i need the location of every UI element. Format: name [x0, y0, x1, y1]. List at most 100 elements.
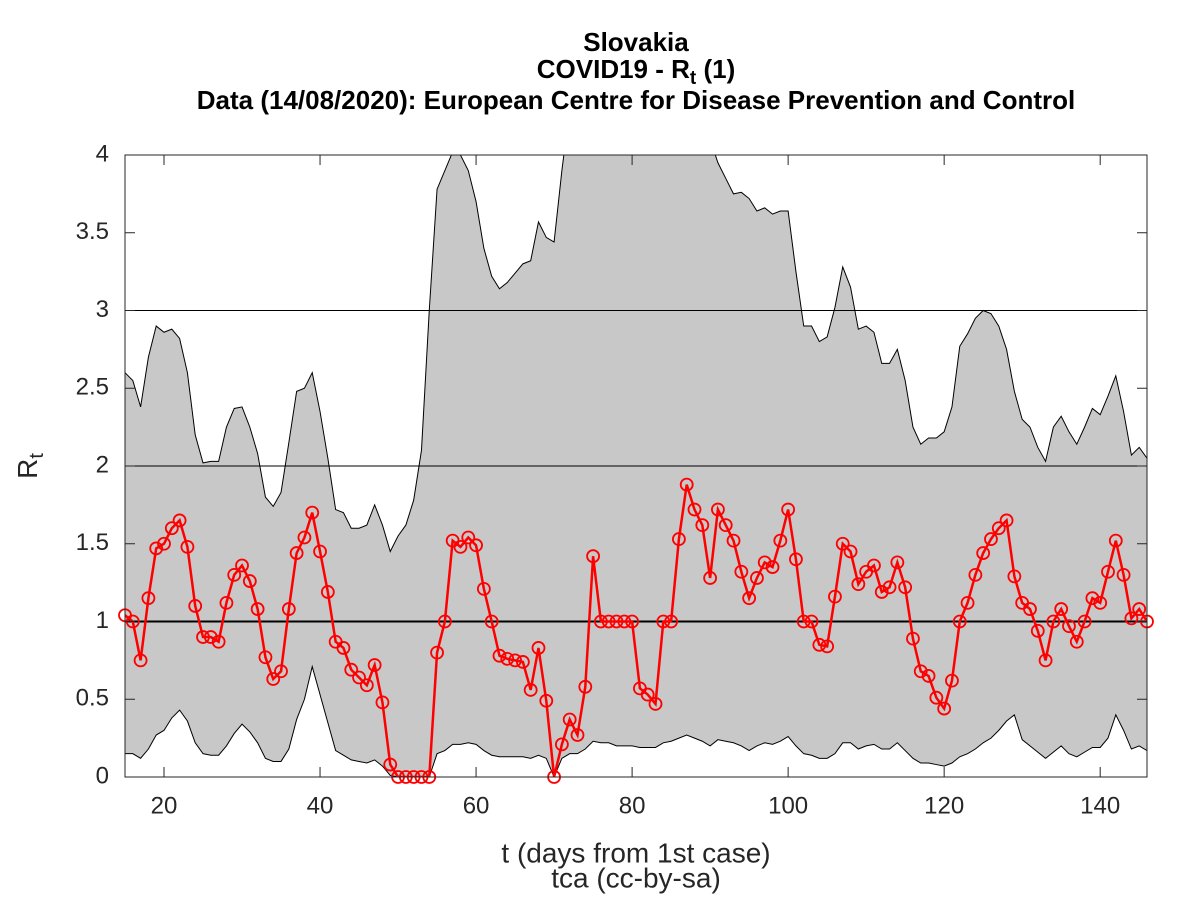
- data-point: [281, 602, 296, 616]
- data-point: [984, 532, 998, 546]
- data-point: [952, 614, 967, 629]
- credit: tca (cc-by-sa): [551, 862, 721, 893]
- data-point: [757, 555, 772, 570]
- data-point: [188, 599, 203, 613]
- data-point: [968, 567, 983, 582]
- data-point: [726, 533, 741, 548]
- data-point: [305, 505, 320, 520]
- data-point: [562, 712, 577, 727]
- data-point: [375, 695, 390, 710]
- data-point: [196, 630, 210, 644]
- chart-source: Data (14/08/2020): European Centre for D…: [197, 85, 1075, 115]
- data-point: [1101, 564, 1115, 579]
- data-point: [742, 591, 757, 606]
- data-point: [913, 664, 928, 679]
- data-point: [531, 641, 546, 655]
- data-point: [867, 558, 881, 573]
- data-point: [640, 687, 655, 702]
- data-point: [164, 521, 179, 536]
- data-point: [172, 513, 187, 528]
- data-point: [484, 614, 499, 629]
- data-point: [180, 539, 195, 554]
- data-point: [352, 670, 366, 685]
- data-point: [1023, 602, 1037, 616]
- data-point: [843, 544, 858, 559]
- data-point: [570, 728, 585, 742]
- data-point: [289, 546, 304, 560]
- overlay: 20 40 60 80 100 120 140 0 0.5 1 1.5 2 2.5 3 3.5 4: [76, 140, 1154, 819]
- data-point: [851, 577, 866, 592]
- data-point: [656, 614, 671, 629]
- data-point: [359, 678, 374, 693]
- data-point: [1054, 602, 1069, 616]
- x-tick-label: 140: [1080, 792, 1120, 819]
- data-point: [1046, 614, 1061, 629]
- data-point: [711, 502, 725, 517]
- data-point: [437, 614, 452, 629]
- data-point: [734, 564, 749, 579]
- data-point: [679, 477, 694, 492]
- data-point: [796, 614, 811, 629]
- data-point: [906, 631, 920, 646]
- y-tick-label: 2.5: [76, 374, 109, 401]
- data-point: [141, 591, 156, 606]
- data-point: [999, 513, 1014, 528]
- band-upper: [125, 155, 1147, 553]
- subtitle-after: (1): [696, 54, 735, 84]
- data-point: [133, 653, 148, 668]
- y-tick-label: 1: [96, 607, 109, 634]
- chart-subtitle: COVID19 - Rt (1): [537, 54, 735, 89]
- data-point: [203, 630, 218, 644]
- subtitle-sub: t: [690, 68, 697, 89]
- data-point: [219, 595, 234, 610]
- y-tick-label: 2: [96, 451, 109, 478]
- data-point: [625, 614, 639, 629]
- data-point: [1085, 591, 1100, 606]
- y-axis-label: Rt: [12, 453, 48, 479]
- data-point: [835, 536, 850, 551]
- data-point: [313, 544, 327, 559]
- data-point: [820, 639, 835, 654]
- data-point: [211, 634, 226, 649]
- y-tick-label: 4: [96, 140, 109, 167]
- data-point: [500, 651, 515, 666]
- x-tick-label: 120: [924, 792, 964, 819]
- y-tick-label: 0.5: [76, 685, 109, 712]
- data-point: [687, 502, 702, 517]
- data-point: [383, 757, 398, 772]
- data-point: [227, 567, 242, 582]
- y-tick-label: 0: [96, 762, 109, 789]
- data-point: [586, 549, 600, 564]
- y-tick-label: 3.5: [76, 218, 109, 245]
- data-point: [945, 673, 959, 688]
- data-point: [461, 530, 476, 545]
- data-point: [718, 518, 733, 532]
- data-point: [804, 614, 819, 629]
- data-point: [664, 614, 679, 629]
- data-point: [453, 539, 468, 554]
- data-point: [157, 536, 171, 551]
- subtitle-text: COVID19 - R: [537, 54, 690, 84]
- data-point: [1116, 567, 1131, 582]
- data-point: [469, 538, 483, 553]
- data-point: [617, 614, 632, 629]
- data-point: [991, 521, 1006, 536]
- data-point: [898, 580, 913, 595]
- data-point: [1062, 619, 1076, 634]
- data-point: [476, 581, 491, 596]
- data-point: [578, 679, 593, 694]
- data-point: [921, 669, 936, 683]
- data-point: [1038, 653, 1053, 668]
- data-point: [274, 664, 288, 679]
- data-point: [149, 541, 164, 556]
- x-tick-label: 20: [151, 792, 178, 819]
- data-point: [929, 690, 944, 705]
- data-point: [609, 614, 624, 629]
- data-point: [1069, 634, 1084, 649]
- ylabel-text: R: [12, 459, 43, 479]
- data-point: [695, 518, 710, 532]
- data-point: [492, 648, 507, 663]
- data-point: [789, 552, 803, 567]
- data-point: [593, 614, 608, 629]
